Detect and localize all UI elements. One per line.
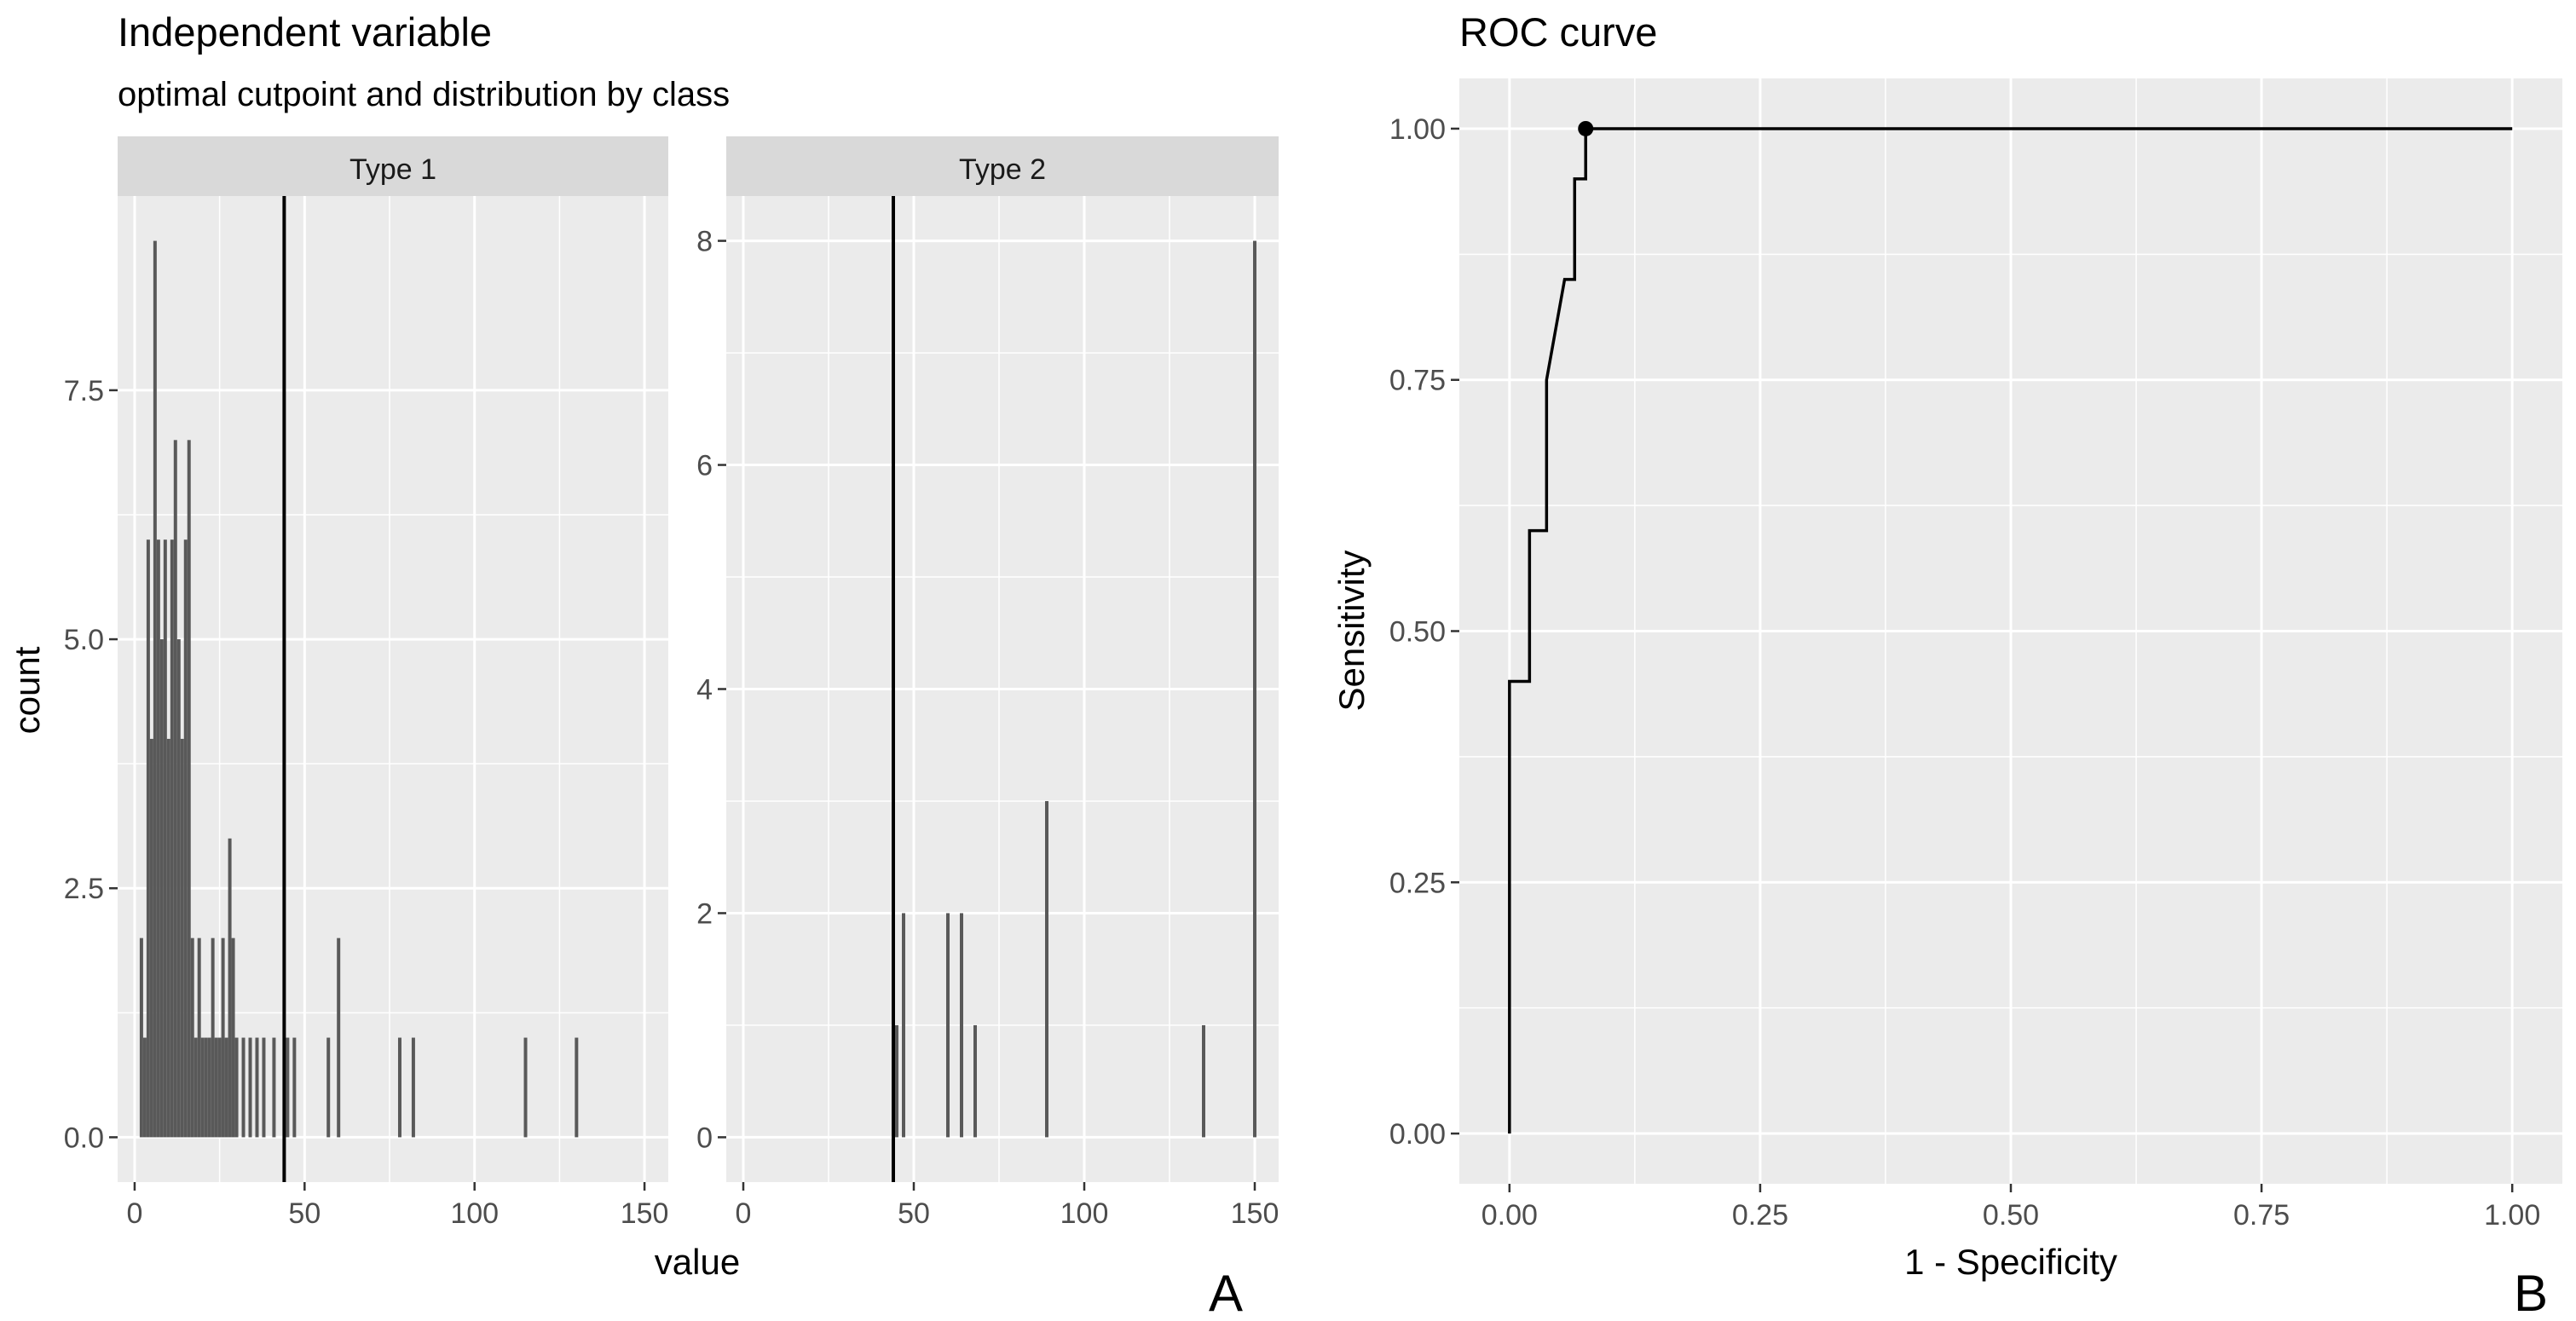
histogram-bar: [231, 937, 235, 1138]
histogram-y-axis-label: count: [7, 646, 47, 734]
histogram-bar: [895, 1024, 898, 1138]
x-tick-label: 0: [126, 1197, 142, 1230]
roc-y-tick-label: 0.00: [1389, 1118, 1446, 1151]
histogram-bar: [946, 913, 950, 1138]
histogram-bar: [170, 539, 174, 1138]
roc-curve-line: [1508, 127, 2513, 1134]
histogram-bar: [1253, 240, 1256, 1138]
histogram-bar: [153, 240, 157, 1138]
histogram-subtitle: optimal cutpoint and distribution by cla…: [118, 76, 730, 113]
roc-y-tick-label: 0.75: [1389, 365, 1446, 397]
roc-title: ROC curve: [1459, 9, 1657, 55]
histogram-bar: [241, 1037, 245, 1138]
histogram-bar: [1045, 800, 1048, 1138]
facet-strip-type-1: [118, 136, 668, 196]
histogram-bar: [156, 539, 160, 1138]
facet-panel-type-1: [118, 196, 668, 1182]
histogram-bar: [228, 838, 232, 1138]
histogram-bar: [166, 738, 170, 1138]
histogram-bar: [575, 1037, 579, 1138]
x-tick-label: 150: [621, 1197, 669, 1230]
y-tick-label: 8: [696, 226, 713, 258]
figure-letter-a: A: [1209, 1265, 1243, 1321]
histogram-bar: [173, 440, 177, 1138]
histogram-bar: [176, 639, 181, 1138]
roc-y-tick-label: 0.50: [1389, 616, 1446, 649]
x-tick-label: 50: [288, 1197, 321, 1230]
roc-optimal-point: [1578, 120, 1594, 136]
histogram-bar: [221, 937, 225, 1138]
y-tick-label: 0.0: [64, 1122, 104, 1154]
roc-chart: ROC curve 0.00 0.25 0.50 0.75 1.00 0.00 0.25 0…: [1331, 9, 2562, 1282]
facet-type-2: Type 2 0 2 4 6 8 0 50 100 150: [696, 136, 1279, 1230]
roc-y-axis-label: Sensitivity: [1331, 550, 1372, 711]
facet-label-type-1: Type 1: [349, 153, 436, 186]
x-tick-label: 150: [1231, 1197, 1279, 1230]
histogram-bar: [163, 539, 167, 1138]
histogram-bar: [248, 1037, 252, 1138]
histogram-bar: [139, 937, 143, 1138]
histogram-bar: [190, 937, 194, 1138]
histogram-chart: Independent variable optimal cutpoint an…: [7, 9, 1279, 1282]
histogram-bar: [214, 1037, 218, 1138]
histogram-bar: [411, 1037, 415, 1138]
histogram-bar: [272, 1037, 276, 1138]
roc-x-tick-label: 0.75: [2233, 1199, 2290, 1232]
histogram-bar: [204, 1037, 208, 1138]
histogram-bar: [183, 539, 188, 1138]
histogram-bar: [337, 937, 341, 1138]
x-tick-label: 0: [736, 1197, 752, 1230]
histogram-bar: [142, 1037, 147, 1138]
histogram-title: Independent variable: [118, 9, 492, 55]
y-tick-label: 0: [696, 1122, 713, 1154]
histogram-bar: [286, 1037, 290, 1138]
histogram-bar: [197, 937, 201, 1138]
facet-type-1: Type 1 0.0 2.5 5.0 7.5 0 50 100 150: [64, 136, 669, 1230]
facet-label-type-2: Type 2: [959, 153, 1046, 186]
histogram-bar: [973, 1024, 977, 1138]
y-tick-label: 2.5: [64, 873, 104, 905]
histogram-bar: [234, 1037, 239, 1138]
y-tick-label: 7.5: [64, 375, 104, 407]
y-tick-label: 5.0: [64, 624, 104, 656]
roc-y-tick-label: 0.25: [1389, 867, 1446, 899]
histogram-bar: [193, 1037, 198, 1138]
roc-x-tick-label: 1.00: [2484, 1199, 2540, 1232]
roc-x-tick-label: 0.25: [1732, 1199, 1788, 1232]
roc-x-tick-label: 0.00: [1481, 1199, 1538, 1232]
histogram-bar: [960, 913, 963, 1138]
y-tick-label: 2: [696, 897, 713, 930]
histogram-x-axis-label: value: [655, 1242, 740, 1282]
roc-x-tick-label: 0.50: [1983, 1199, 2039, 1232]
x-tick-label: 100: [1060, 1197, 1109, 1230]
x-tick-label: 50: [898, 1197, 930, 1230]
histogram-bar: [397, 1037, 401, 1138]
histogram-bar: [1202, 1024, 1205, 1138]
y-tick-label: 6: [696, 450, 713, 482]
histogram-bar: [200, 1037, 205, 1138]
histogram-bar: [523, 1037, 528, 1138]
histogram-bar: [149, 738, 153, 1138]
histogram-bar: [326, 1037, 331, 1138]
roc-y-tick-label: 1.00: [1389, 113, 1446, 146]
histogram-bar: [187, 440, 191, 1138]
histogram-bar: [146, 539, 150, 1138]
figure-letter-b: B: [2514, 1265, 2548, 1321]
x-tick-label: 100: [450, 1197, 499, 1230]
histogram-bar: [180, 738, 184, 1138]
facet-strip-type-2: [726, 136, 1279, 196]
histogram-bar: [292, 1037, 297, 1138]
histogram-bar: [211, 937, 215, 1138]
histogram-bar: [217, 1037, 222, 1138]
histogram-bar: [255, 1037, 259, 1138]
histogram-bar: [207, 1037, 211, 1138]
y-tick-label: 4: [696, 674, 713, 707]
histogram-bar: [224, 1037, 228, 1138]
histogram-bar: [262, 1037, 266, 1138]
roc-x-axis-label: 1 - Specificity: [1904, 1242, 2117, 1282]
histogram-bar: [159, 639, 164, 1138]
histogram-bar: [902, 913, 905, 1138]
